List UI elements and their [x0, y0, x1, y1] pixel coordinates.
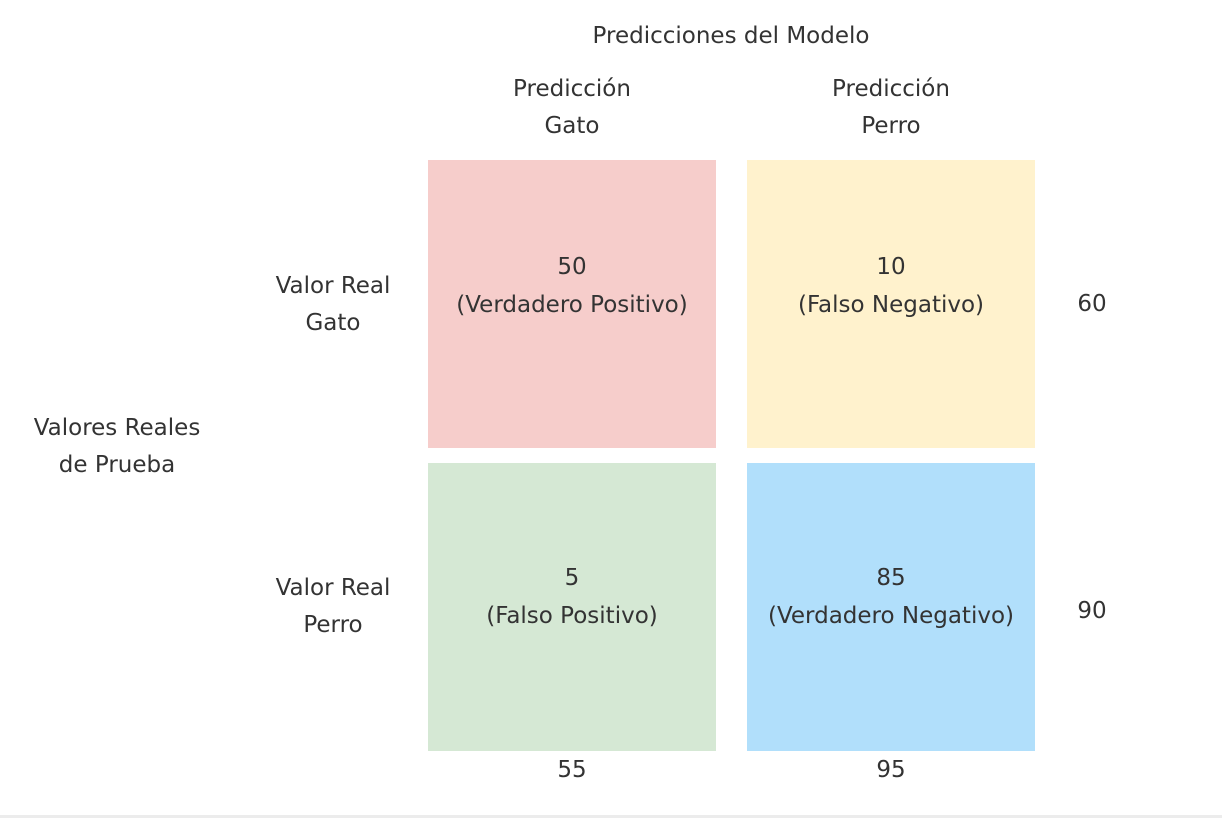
cell-value: 50 — [557, 254, 587, 280]
cell-false-positive: 5 (Falso Positivo) — [428, 463, 716, 751]
row-header-line1: Valor Real — [275, 273, 391, 299]
cell-label: (Falso Negativo) — [797, 292, 985, 318]
row-axis-label: Valores Reales de Prueba — [33, 415, 201, 478]
row-header-line2: Perro — [303, 612, 363, 638]
cell-value: 5 — [564, 565, 580, 591]
cell-label: (Verdadero Negativo) — [767, 603, 1014, 629]
cell-false-negative: 10 (Falso Negativo) — [747, 160, 1035, 448]
cell-true-positive: 50 (Verdadero Positivo) — [428, 160, 716, 448]
row-header-perro: Valor Real Perro — [243, 570, 423, 644]
column-header-line1: Predicción — [513, 76, 631, 102]
column-header-perro: Predicción Perro — [747, 71, 1035, 145]
cell-label: (Falso Positivo) — [486, 603, 658, 629]
column-header-line1: Predicción — [832, 76, 950, 102]
row-header-line2: Gato — [305, 310, 361, 336]
column-total-gato: 55 — [557, 757, 587, 783]
column-total-perro: 95 — [876, 757, 906, 783]
cell-value: 85 — [876, 565, 906, 591]
cell-true-negative: 85 (Verdadero Negativo) — [747, 463, 1035, 751]
column-header-line2: Gato — [544, 113, 600, 139]
column-header-gato: Predicción Gato — [428, 71, 716, 145]
column-header-line2: Perro — [861, 113, 921, 139]
row-header-gato: Valor Real Gato — [243, 268, 423, 342]
row-total-perro: 90 — [1077, 598, 1107, 624]
row-total-gato: 60 — [1077, 291, 1107, 317]
row-header-line1: Valor Real — [275, 575, 391, 601]
cell-label: (Verdadero Positivo) — [456, 292, 688, 318]
cell-value: 10 — [876, 254, 906, 280]
bottom-divider — [0, 815, 1222, 818]
diagram-title: Predicciones del Modelo — [592, 23, 870, 49]
